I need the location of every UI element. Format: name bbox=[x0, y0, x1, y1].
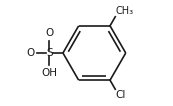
Text: O: O bbox=[26, 48, 34, 58]
Text: Cl: Cl bbox=[116, 90, 126, 100]
Text: O: O bbox=[45, 28, 53, 38]
Text: OH: OH bbox=[41, 68, 57, 78]
Text: CH₃: CH₃ bbox=[116, 6, 134, 16]
Text: S: S bbox=[46, 48, 53, 58]
